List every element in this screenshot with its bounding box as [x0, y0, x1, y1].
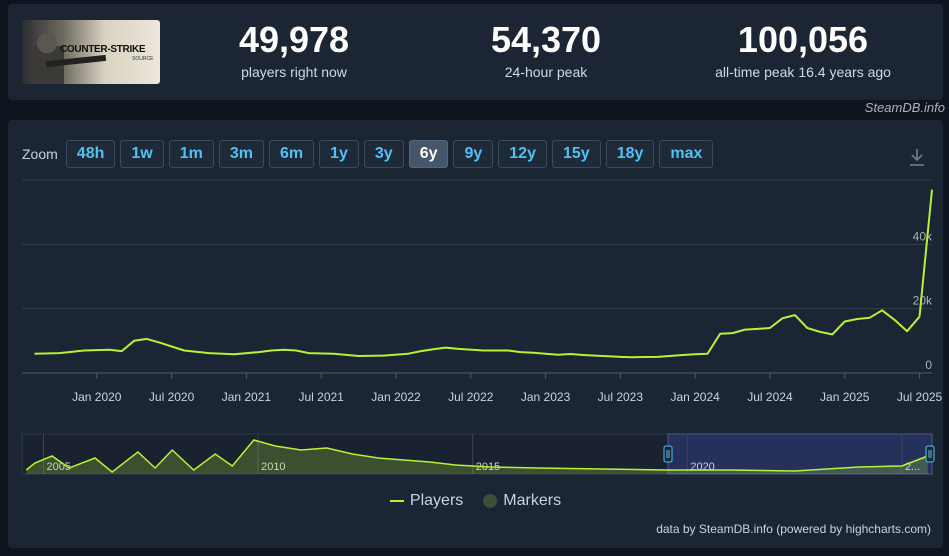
- legend-line-icon: [389, 500, 404, 502]
- game-logo-subtext: SOURCE: [132, 56, 154, 62]
- navigator-tick-label: 2005: [46, 461, 70, 473]
- legend-dot-icon: [483, 494, 498, 508]
- navigator-area: [26, 440, 928, 474]
- x-tick-label: Jul 2025: [897, 390, 943, 404]
- legend-label: Players: [409, 492, 464, 509]
- y-axis-labels: 0 20k 40k: [913, 229, 933, 372]
- download-icon[interactable]: [906, 146, 928, 168]
- stat-value: 100,056: [737, 19, 869, 60]
- x-tick-label: Jan 2022: [371, 390, 421, 404]
- x-tick-label: Jul 2021: [298, 390, 344, 404]
- x-tick-label: Jan 2025: [820, 390, 870, 404]
- zoom-9y-button[interactable]: 9y: [453, 140, 494, 168]
- chart-credit[interactable]: data by SteamDB.info (powered by highcha…: [656, 522, 931, 536]
- header-panel: COUNTER-STRIKE SOURCE 49,978 players rig…: [8, 4, 943, 100]
- zoom-max-button[interactable]: max: [659, 140, 714, 168]
- zoom-bar: Zoom 48h 1w 1m 3m 6m 1y 3y 6y 9y 12y 15y…: [22, 140, 714, 168]
- chart-grid: [22, 179, 932, 374]
- zoom-1y-button[interactable]: 1y: [319, 140, 359, 168]
- legend-players[interactable]: Players: [389, 492, 464, 510]
- game-logo[interactable]: COUNTER-STRIKE SOURCE: [22, 20, 160, 84]
- stat-24h-peak: 54,370 24-hour peak: [456, 19, 636, 81]
- x-tick-label: Jan 2021: [222, 390, 272, 404]
- navigator-handle-right[interactable]: [925, 445, 935, 463]
- chart-series: [34, 189, 933, 359]
- zoom-15y-button[interactable]: 15y: [551, 140, 601, 168]
- steamdb-credit[interactable]: SteamDB.info: [864, 100, 945, 115]
- y-tick-label: 40k: [913, 229, 933, 243]
- x-tick-label: Jan 2020: [72, 390, 122, 404]
- series-line-players-1: [918, 189, 933, 317]
- navigator-handle-left[interactable]: [663, 445, 673, 463]
- x-tick-label: Jul 2020: [149, 390, 195, 404]
- zoom-1w-button[interactable]: 1w: [120, 140, 164, 168]
- chart-panel: Zoom 48h 1w 1m 3m 6m 1y 3y 6y 9y 12y 15y…: [8, 120, 943, 548]
- x-tick-label: Jan 2023: [521, 390, 571, 404]
- navigator-line: [25, 439, 928, 473]
- zoom-12y-button[interactable]: 12y: [498, 140, 547, 168]
- navigator-selection: [667, 433, 933, 475]
- players-chart[interactable]: 0 20k 40k Jan 2020 Jul 2020 Jan 2021 Jul 2021…: [8, 120, 943, 548]
- zoom-48h-button[interactable]: 48h: [65, 140, 116, 168]
- x-tick-label: Jul 2022: [448, 390, 494, 404]
- x-axis-labels: Jan 2020 Jul 2020 Jan 2021 Jul 2021 Jan 2022…: [72, 373, 943, 404]
- stat-label: 24-hour peak: [504, 64, 588, 80]
- zoom-6m-button[interactable]: 6m: [268, 140, 315, 168]
- x-tick-label: Jul 2023: [598, 390, 644, 404]
- series-line-players-0: [34, 309, 921, 359]
- navigator: 20052010201520202...: [21, 433, 935, 475]
- stat-players-now: 49,978 players right now: [204, 19, 384, 81]
- stat-all-time-peak: 100,056 all-time peak 16.4 years ago: [688, 19, 918, 81]
- chart-legend: Players Markers: [8, 492, 943, 510]
- y-tick-label: 20k: [913, 294, 933, 308]
- stat-label: players right now: [241, 64, 347, 80]
- stat-value: 54,370: [490, 19, 602, 60]
- zoom-18y-button[interactable]: 18y: [605, 140, 655, 168]
- stat-label: all-time peak 16.4 years ago: [715, 64, 891, 80]
- zoom-label: Zoom: [22, 146, 58, 162]
- zoom-3y-button[interactable]: 3y: [363, 140, 404, 168]
- zoom-3m-button[interactable]: 3m: [218, 140, 264, 168]
- navigator-tick-label: 2010: [261, 461, 285, 473]
- legend-markers[interactable]: Markers: [483, 492, 561, 510]
- x-tick-label: Jul 2024: [747, 390, 793, 404]
- zoom-6y-button[interactable]: 6y: [408, 140, 449, 168]
- x-tick-label: Jan 2024: [670, 390, 720, 404]
- game-logo-text: COUNTER-STRIKE: [60, 44, 146, 55]
- zoom-1m-button[interactable]: 1m: [168, 140, 214, 168]
- y-tick-label: 0: [925, 358, 932, 372]
- stat-value: 49,978: [238, 19, 350, 60]
- legend-label: Markers: [503, 492, 562, 509]
